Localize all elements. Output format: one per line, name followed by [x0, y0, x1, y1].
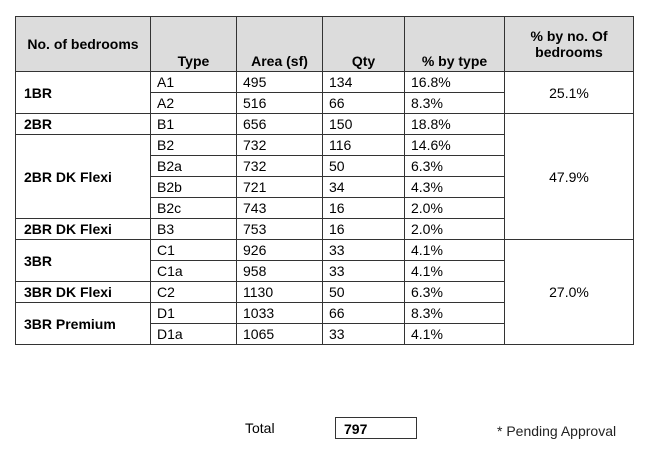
header-area: Area (sf): [236, 16, 323, 72]
cell-pct-bedrooms: 47.9%: [504, 113, 634, 240]
cell-pct-type: 4.1%: [404, 239, 505, 261]
cell-type: B2b: [150, 176, 237, 198]
cell-qty: 16: [322, 197, 405, 219]
header-pct-type: % by type: [404, 16, 505, 72]
unit-mix-table: No. of bedrooms Type Area (sf) Qty % by …: [15, 16, 634, 345]
cell-qty: 50: [322, 155, 405, 177]
table-row: 2BR B1 656 150 18.8% 47.9%: [15, 113, 634, 240]
total-label: Total: [245, 420, 275, 436]
header-bedrooms: No. of bedrooms: [15, 16, 151, 72]
cell-pct-type: 4.3%: [404, 176, 505, 198]
total-row: Total 797 * Pending Approval: [15, 417, 645, 441]
cell-pct-type: 2.0%: [404, 197, 505, 219]
table-row: 3BR C1 926 33 4.1% 27.0%: [15, 239, 634, 345]
cell-type: B2: [150, 134, 237, 156]
cell-qty: 116: [322, 134, 405, 156]
cell-type: A2: [150, 92, 237, 114]
cell-pct-type: 14.6%: [404, 134, 505, 156]
table-row: B2a 732 50 6.3%: [16, 155, 634, 177]
cell-qty: 33: [322, 323, 405, 345]
group-label: 3BR Premium: [15, 302, 151, 345]
header-pct-bedrooms: % by no. Of bedrooms: [504, 16, 634, 72]
cell-pct-type: 8.3%: [404, 302, 505, 324]
group-label: 3BR DK Flexi: [15, 281, 151, 303]
cell-pct-type: 8.3%: [404, 92, 505, 114]
cell-pct-bedrooms: 27.0%: [504, 239, 634, 345]
cell-pct-type: 6.3%: [404, 281, 505, 303]
cell-pct-type: 4.1%: [404, 323, 505, 345]
cell-type: C2: [150, 281, 237, 303]
header-type: Type: [150, 16, 237, 72]
cell-area: 743: [236, 197, 323, 219]
cell-qty: 16: [322, 218, 405, 240]
total-value: 797: [335, 417, 417, 439]
cell-type: B3: [150, 218, 237, 240]
group-label: 3BR: [15, 239, 151, 282]
cell-type: A1: [150, 71, 237, 93]
cell-type: B2c: [150, 197, 237, 219]
header-qty: Qty: [322, 16, 405, 72]
cell-qty: 33: [322, 260, 405, 282]
cell-area: 721: [236, 176, 323, 198]
cell-qty: 33: [322, 239, 405, 261]
cell-qty: 50: [322, 281, 405, 303]
cell-qty: 66: [322, 302, 405, 324]
cell-qty: 66: [322, 92, 405, 114]
group-label: 2BR DK Flexi: [15, 134, 151, 219]
group-label: 2BR DK Flexi: [15, 218, 151, 240]
cell-area: 656: [236, 113, 323, 135]
cell-pct-type: 16.8%: [404, 71, 505, 93]
cell-type: D1: [150, 302, 237, 324]
cell-qty: 134: [322, 71, 405, 93]
table-row: D1a 1065 33 4.1%: [16, 323, 634, 345]
cell-area: 732: [236, 155, 323, 177]
cell-type: C1a: [150, 260, 237, 282]
cell-qty: 34: [322, 176, 405, 198]
cell-type: D1a: [150, 323, 237, 345]
cell-type: C1: [150, 239, 237, 261]
cell-qty: 150: [322, 113, 405, 135]
cell-area: 753: [236, 218, 323, 240]
cell-area: 495: [236, 71, 323, 93]
table-row: 1BR A1 495 134 16.8% 25.1%: [15, 71, 634, 114]
footnote: * Pending Approval: [497, 423, 617, 439]
cell-area: 1130: [236, 281, 323, 303]
cell-area: 958: [236, 260, 323, 282]
cell-area: 516: [236, 92, 323, 114]
cell-type: B2a: [150, 155, 237, 177]
cell-area: 926: [236, 239, 323, 261]
cell-pct-bedrooms: 25.1%: [504, 71, 634, 114]
cell-pct-type: 6.3%: [404, 155, 505, 177]
cell-type: B1: [150, 113, 237, 135]
cell-area: 732: [236, 134, 323, 156]
group-label: 2BR: [15, 113, 151, 135]
cell-area: 1033: [236, 302, 323, 324]
cell-pct-type: 4.1%: [404, 260, 505, 282]
cell-area: 1065: [236, 323, 323, 345]
table-row: 2BR DK Flexi B3 753 16 2.0%: [15, 218, 634, 240]
cell-pct-type: 18.8%: [404, 113, 505, 135]
table-row: 2BR DK Flexi B2 732 116 14.6%: [15, 134, 634, 219]
cell-pct-type: 2.0%: [404, 218, 505, 240]
header-row: No. of bedrooms Type Area (sf) Qty % by …: [15, 16, 634, 72]
group-label: 1BR: [15, 71, 151, 114]
table-row: B2c 743 16 2.0%: [16, 197, 634, 219]
table-row: 3BR Premium D1 1033 66 8.3%: [15, 302, 634, 345]
